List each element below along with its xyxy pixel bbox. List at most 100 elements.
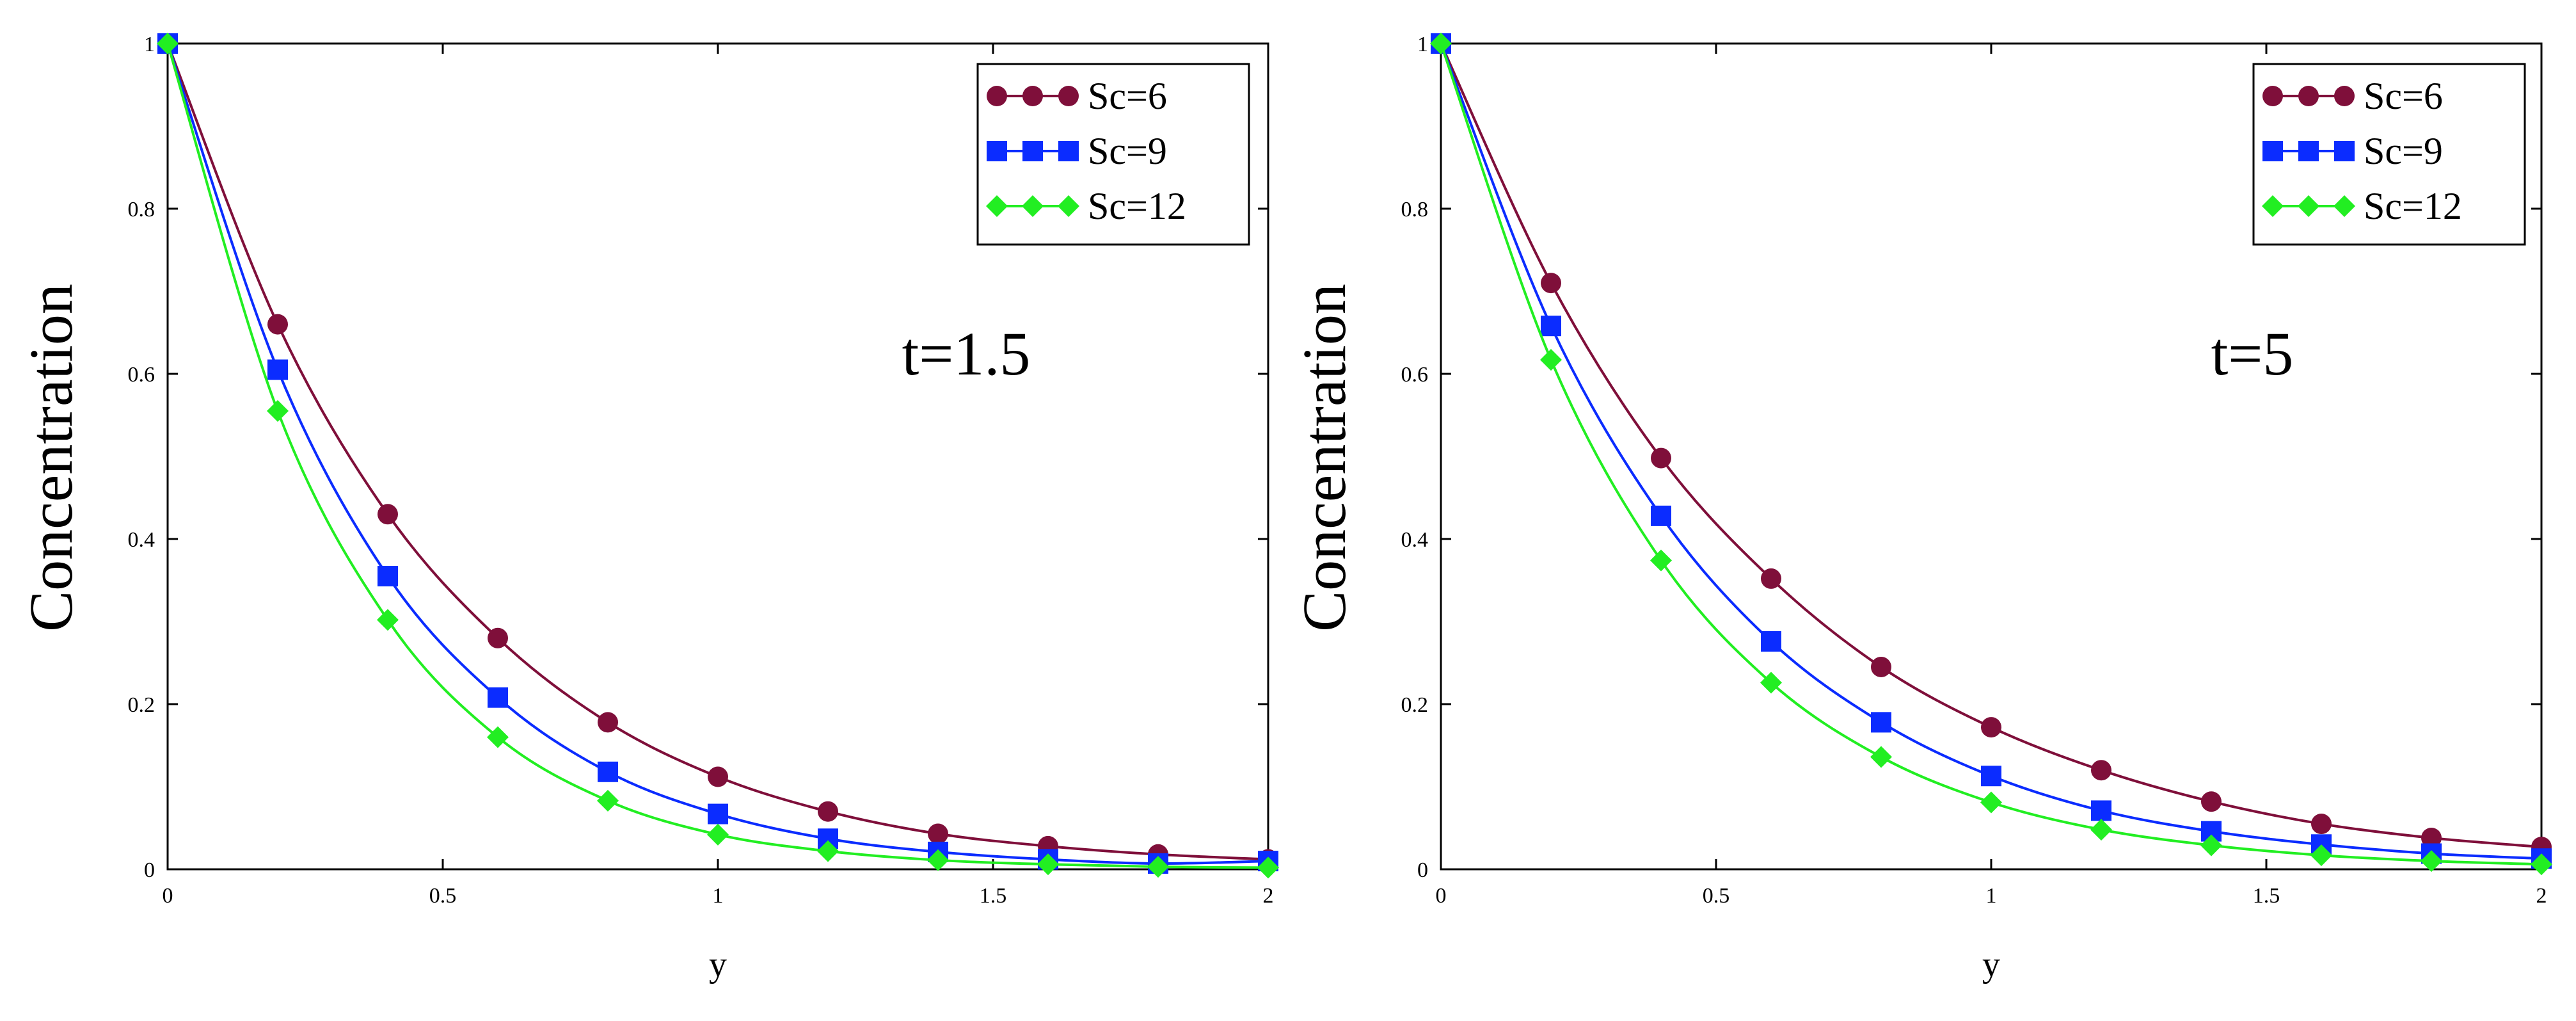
data-point-Sc=6: [2311, 814, 2332, 835]
y-tick-label: 1: [144, 33, 155, 56]
y-tick-label: 0.2: [128, 693, 155, 717]
data-point-Sc=12: [817, 840, 839, 862]
data-point-Sc=6: [1541, 273, 1561, 294]
y-tick-label: 0.6: [128, 363, 155, 387]
series-line-Sc=9: [1440, 43, 2542, 860]
data-point-Sc=12: [1870, 746, 1892, 768]
y-tick-label: 1: [1417, 33, 1428, 56]
data-point-Sc=12: [707, 823, 729, 846]
data-point-Sc=6: [378, 504, 398, 525]
data-point-Sc=6: [1651, 447, 1671, 469]
data-point-Sc=9: [708, 803, 728, 824]
data-point-Sc=12: [267, 400, 289, 422]
y-tick-label: 0: [1417, 858, 1428, 882]
y-tick-label: 0: [144, 858, 155, 882]
data-point-Sc=9: [1651, 505, 1671, 526]
data-point-Sc=12: [1037, 853, 1059, 876]
y-tick-label: 0.6: [1401, 363, 1429, 387]
series-line-Sc=12: [1440, 43, 2542, 866]
legend-marker: [1058, 195, 1079, 217]
y-tick-label: 0.2: [1401, 693, 1429, 717]
data-point-Sc=6: [708, 766, 728, 787]
legend: Sc=6 Sc=9 Sc=12: [976, 63, 1250, 246]
data-point-Sc=12: [597, 789, 619, 812]
legend-marker: [2334, 195, 2355, 217]
data-point-Sc=12: [1650, 549, 1672, 572]
legend-label: Sc=12: [1088, 185, 1186, 227]
data-point-Sc=6: [2201, 791, 2222, 812]
legend-marker: [1022, 141, 1043, 161]
y-tick-label: 0.8: [128, 198, 155, 221]
legend-marker: [1058, 86, 1079, 106]
data-point-Sc=6: [818, 801, 838, 822]
legend-marker: [987, 86, 1007, 106]
chart-panel-2: 0 0.5 1 1.5 2 0 0.2 0.4 0.6 0.8 1 y Concentration Sc=…: [1290, 33, 2552, 985]
data-point-Sc=6: [1981, 717, 2001, 738]
x-tick-label: 1: [1986, 884, 1997, 908]
data-point-Sc=9: [1871, 712, 1891, 733]
data-point-Sc=9: [378, 566, 398, 587]
legend-label: Sc=6: [2364, 75, 2443, 117]
legend-marker: [1058, 141, 1079, 161]
legend-marker: [1022, 195, 1044, 217]
data-point-Sc=6: [928, 823, 948, 844]
legend-label: Sc=9: [2364, 130, 2443, 172]
legend-label: Sc=6: [1088, 75, 1167, 117]
legend-marker: [2298, 141, 2319, 161]
legend-marker: [987, 141, 1007, 161]
time-annotation: t=5: [2211, 319, 2294, 388]
data-point-Sc=12: [1540, 349, 1562, 371]
x-tick-label: 0: [1436, 884, 1447, 908]
data-point-Sc=12: [1760, 671, 1782, 694]
y-tick-label: 0.4: [128, 528, 155, 552]
legend-label: Sc=9: [1088, 130, 1167, 172]
x-tick-label: 1.5: [2253, 884, 2280, 908]
legend-marker: [2298, 195, 2319, 217]
data-point-Sc=6: [488, 627, 508, 648]
data-point-Sc=12: [2531, 853, 2552, 876]
data-point-Sc=12: [927, 849, 949, 871]
data-point-Sc=12: [1980, 791, 2002, 814]
series-line-Sc=6: [1440, 43, 2542, 849]
data-point-Sc=12: [2421, 850, 2442, 872]
data-point-Sc=12: [1430, 33, 1452, 54]
data-point-Sc=9: [1541, 316, 1561, 337]
time-annotation: t=1.5: [902, 319, 1031, 388]
x-tick-label: 0.5: [1703, 884, 1730, 908]
data-point-Sc=9: [1761, 631, 1781, 652]
legend: Sc=6 Sc=9 Sc=12: [2252, 63, 2526, 246]
x-tick-label: 2: [1263, 884, 1274, 908]
legend-marker: [2262, 195, 2284, 217]
data-point-Sc=9: [2091, 800, 2111, 821]
legend-marker: [2334, 86, 2355, 106]
x-tick-label: 1: [713, 884, 724, 908]
x-axis-title: y: [709, 945, 727, 985]
legend-marker: [2262, 86, 2283, 106]
data-point-Sc=6: [1761, 568, 1781, 589]
y-tick-label: 0.4: [1401, 528, 1429, 552]
data-point-Sc=12: [1147, 856, 1169, 878]
data-point-Sc=12: [157, 33, 179, 54]
legend-marker: [986, 195, 1008, 217]
y-axis-title: Concentration: [17, 284, 85, 632]
legend-marker: [2334, 141, 2355, 161]
x-tick-label: 0.5: [429, 884, 457, 908]
data-point-Sc=12: [377, 609, 399, 631]
data-point-Sc=9: [267, 359, 288, 380]
legend-marker: [2298, 86, 2319, 106]
data-point-Sc=9: [1981, 766, 2001, 787]
data-point-Sc=12: [487, 726, 509, 748]
data-point-Sc=9: [488, 687, 508, 708]
x-axis-title: y: [1982, 945, 2000, 985]
data-point-Sc=12: [2200, 834, 2222, 856]
data-point-Sc=9: [598, 761, 618, 782]
data-point-Sc=6: [1871, 656, 1891, 677]
data-point-Sc=6: [598, 712, 618, 733]
x-tick-label: 1.5: [980, 884, 1007, 908]
series-line-Sc=6: [166, 43, 1269, 861]
legend-marker: [1022, 86, 1043, 106]
y-tick-label: 0.8: [1401, 198, 1429, 221]
data-point-Sc=6: [2091, 760, 2111, 781]
